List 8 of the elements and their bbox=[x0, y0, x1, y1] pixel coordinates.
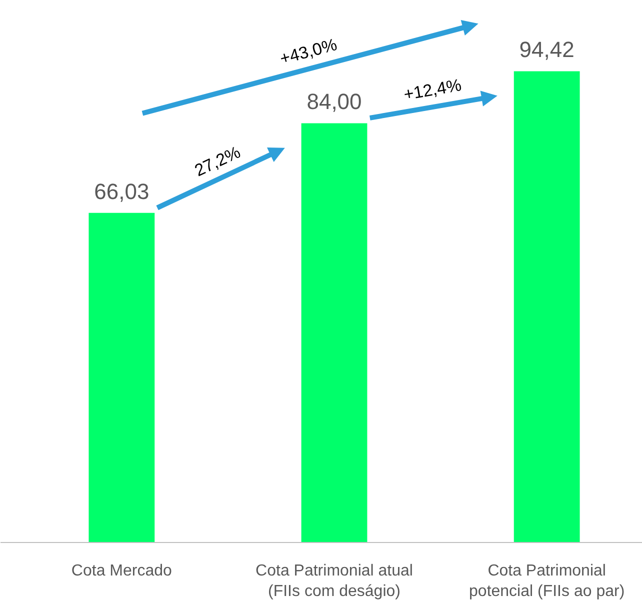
data-label: 84,00 bbox=[306, 89, 362, 114]
text: +43,0% bbox=[278, 34, 339, 68]
x-tick-label: Cota Patrimonial potencial (FIIs ao par) bbox=[469, 562, 625, 600]
x-tick-label: Cota Mercado bbox=[71, 562, 172, 580]
data-label: 94,42 bbox=[519, 37, 574, 62]
data-label: 66,03 bbox=[94, 178, 150, 204]
annotation: +12,4% bbox=[402, 76, 463, 104]
x-tick-label: Cota Patrimonial atual (FIIs com deságio) bbox=[256, 562, 413, 600]
